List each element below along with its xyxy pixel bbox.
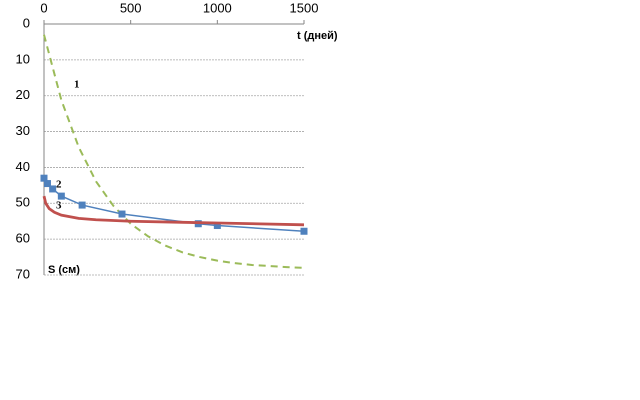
y-axis-label: S (см) [48, 264, 80, 276]
y-tick-label: 60 [16, 231, 30, 246]
x-tick-label: 1500 [290, 0, 319, 15]
x-axis-label: t (дней) [297, 30, 338, 42]
series-line [43, 34, 305, 269]
y-tick-label: 70 [16, 266, 30, 281]
annotation: 1 [74, 79, 80, 91]
data-point [43, 180, 51, 188]
annotation: 3 [56, 200, 62, 212]
y-tick-label: 20 [16, 87, 30, 102]
x-tick-label: 1000 [203, 0, 232, 15]
data-point [49, 185, 57, 193]
data-point [118, 210, 126, 218]
y-tick-label: 30 [16, 123, 30, 138]
y-tick-label: 40 [16, 159, 30, 174]
x-tick-label: 500 [120, 0, 142, 15]
data-point [40, 174, 48, 182]
y-tick-label: 10 [16, 51, 30, 66]
data-point [57, 192, 65, 200]
series-line [42, 195, 305, 227]
data-point [300, 227, 308, 235]
y-tick-label: 0 [23, 15, 30, 30]
annotation: 2 [56, 179, 62, 191]
data-point [78, 201, 86, 209]
y-tick-label: 50 [16, 195, 30, 210]
data-point [213, 222, 221, 230]
x-tick-label: 0 [40, 0, 47, 15]
